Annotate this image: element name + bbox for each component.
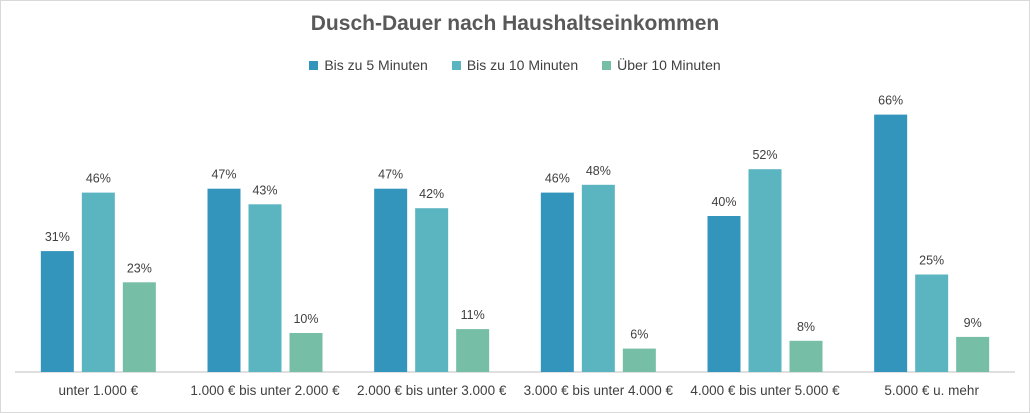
- bar: [915, 274, 949, 372]
- bar: [540, 192, 574, 372]
- data-label: 47%: [378, 168, 403, 182]
- x-tick-label: 3.000 € bis unter 4.000 €: [524, 383, 674, 398]
- bar: [122, 282, 156, 372]
- legend-swatch: [602, 60, 612, 70]
- data-label: 6%: [630, 328, 648, 342]
- bar: [874, 114, 908, 372]
- data-label: 43%: [252, 183, 277, 197]
- x-tick-label: unter 1.000 €: [59, 383, 139, 398]
- data-label: 47%: [211, 168, 236, 182]
- x-tick-label: 1.000 € bis unter 2.000 €: [190, 383, 340, 398]
- data-label: 66%: [878, 94, 903, 108]
- x-tick-label: 2.000 € bis unter 3.000 €: [357, 383, 507, 398]
- bar: [456, 329, 490, 372]
- bar: [789, 340, 823, 372]
- data-label: 46%: [86, 172, 111, 186]
- data-label: 23%: [127, 261, 152, 275]
- data-label: 25%: [919, 254, 944, 268]
- legend-label: Über 10 Minuten: [617, 57, 721, 73]
- bar: [748, 169, 782, 372]
- x-tick-label: 4.000 € bis unter 5.000 €: [690, 383, 840, 398]
- bar: [248, 204, 282, 372]
- data-label: 52%: [752, 148, 777, 162]
- data-label: 40%: [711, 195, 736, 209]
- data-label: 8%: [797, 320, 815, 334]
- data-label: 9%: [964, 316, 982, 330]
- bar: [415, 208, 449, 372]
- chart-title: Dusch-Dauer nach Haushaltseinkommen: [310, 12, 720, 35]
- data-label: 48%: [586, 164, 611, 178]
- legend-item-bis-5: Bis zu 5 Minuten: [309, 57, 428, 73]
- data-label: 10%: [293, 312, 318, 326]
- bar: [81, 192, 115, 372]
- bar: [622, 348, 656, 372]
- data-label: 31%: [45, 230, 70, 244]
- bar: [207, 188, 241, 372]
- legend-label: Bis zu 10 Minuten: [466, 57, 579, 73]
- legend-item-ueber-10: Über 10 Minuten: [602, 57, 721, 73]
- legend-swatch: [451, 60, 461, 70]
- bar: [40, 251, 74, 372]
- data-label: 11%: [461, 308, 485, 322]
- bar: [956, 336, 990, 372]
- legend-item-bis-10: Bis zu 10 Minuten: [451, 57, 579, 73]
- bar: [374, 188, 408, 372]
- data-label: 46%: [545, 172, 570, 186]
- bar: [581, 184, 615, 372]
- bar: [707, 216, 741, 372]
- data-label: 42%: [419, 187, 444, 201]
- bar: [289, 333, 323, 372]
- chart-legend: Bis zu 5 Minuten Bis zu 10 Minuten Über …: [0, 57, 1030, 73]
- x-tick-label: 5.000 € u. mehr: [884, 383, 979, 398]
- legend-label: Bis zu 5 Minuten: [324, 57, 428, 73]
- legend-swatch: [309, 60, 319, 70]
